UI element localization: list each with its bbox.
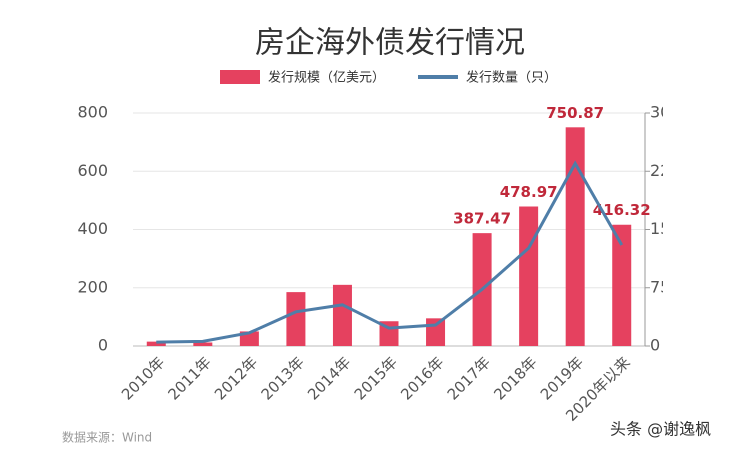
y-tick-label: 800 bbox=[77, 103, 108, 122]
bar bbox=[193, 342, 213, 346]
y-tick-label: 200 bbox=[77, 277, 108, 296]
y2-tick-label: 0 bbox=[650, 336, 660, 355]
bar bbox=[426, 318, 446, 346]
legend-label: 发行数量（只） bbox=[466, 70, 557, 86]
y-tick-label: 400 bbox=[77, 219, 108, 238]
y2-tick-label: 150 bbox=[650, 219, 681, 238]
data-label: 387.47 bbox=[453, 210, 511, 228]
x-tick-label: 2010年 bbox=[118, 353, 168, 403]
bar bbox=[565, 127, 585, 346]
x-tick-label: 2015年 bbox=[351, 353, 401, 403]
line bbox=[156, 160, 624, 344]
data-label: 750.87 bbox=[546, 104, 604, 122]
data-label: 416.32 bbox=[593, 201, 651, 219]
data-label: 478.97 bbox=[500, 183, 558, 201]
bar bbox=[519, 206, 539, 346]
x-tick-label: 2017年 bbox=[444, 353, 494, 403]
bar bbox=[286, 292, 306, 346]
bar bbox=[612, 224, 632, 346]
y-tick-label: 600 bbox=[77, 161, 108, 180]
y2-tick-label: 75 bbox=[650, 277, 670, 296]
bar bbox=[146, 341, 166, 346]
bar bbox=[332, 284, 352, 346]
x-tick-label: 2018年 bbox=[490, 353, 540, 403]
x-tick-label: 2012年 bbox=[211, 353, 261, 403]
y2-tick-label: 225 bbox=[650, 161, 681, 180]
chart-title: 房企海外债发行情况 bbox=[255, 26, 525, 61]
x-tick-label: 2013年 bbox=[258, 353, 308, 403]
x-tick-label: 2011年 bbox=[164, 353, 214, 403]
source: 数据来源：Wind bbox=[62, 430, 152, 445]
watermark: 头条 @谢逸枫 bbox=[610, 420, 711, 439]
x-tick-label: 2014年 bbox=[304, 353, 354, 403]
legend-label: 发行规模（亿美元） bbox=[268, 70, 385, 86]
x-tick-label: 2016年 bbox=[397, 353, 447, 403]
y-tick-label: 0 bbox=[98, 336, 108, 355]
legend-swatch bbox=[220, 70, 260, 84]
y2-tick-label: 300 bbox=[650, 103, 681, 122]
